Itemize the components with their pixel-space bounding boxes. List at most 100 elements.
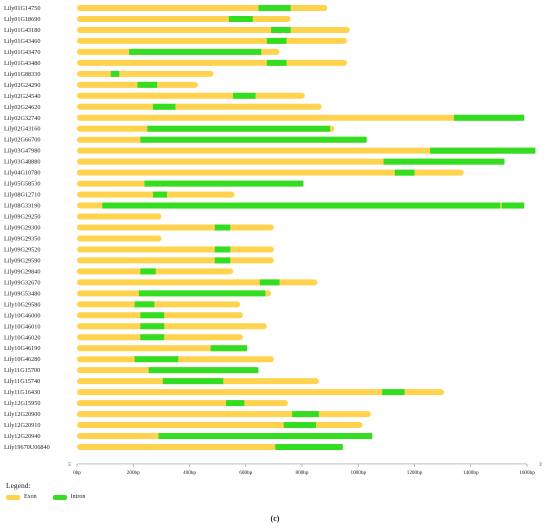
gene-label: Lily10G46190 xyxy=(4,345,40,352)
gene-row xyxy=(77,411,371,418)
tick-label: 1400bp xyxy=(463,470,479,476)
intron-segment xyxy=(147,125,331,132)
intron-segment xyxy=(148,367,259,374)
legend-items: Exon Intron xyxy=(6,494,95,500)
exon-bar xyxy=(77,246,274,253)
exon-bar xyxy=(77,279,318,286)
gene-label: Lily12G20910 xyxy=(4,422,40,429)
gene-row xyxy=(77,26,350,33)
tick-label: 800bp xyxy=(296,470,309,476)
gene-row xyxy=(77,356,274,363)
gene-label: Lily19670U06840 xyxy=(4,444,50,451)
gene-label: Lily10G29580 xyxy=(4,301,40,308)
gene-label: Lily09G29300 xyxy=(4,225,40,232)
intron-segment xyxy=(258,5,291,11)
gene-label: Lily01G43470 xyxy=(4,49,40,56)
gene-label: Lily02G32740 xyxy=(4,115,40,122)
gene-row xyxy=(77,367,259,374)
gene-label: Lily09G53480 xyxy=(4,290,40,297)
exon-bar xyxy=(77,147,536,154)
exon-bar xyxy=(77,257,274,264)
intron-segment xyxy=(233,92,256,99)
exon-bar xyxy=(77,345,248,352)
intron-segment xyxy=(292,411,319,418)
gene-label: Lily09G29520 xyxy=(4,246,40,253)
intron-segment xyxy=(134,356,179,363)
exon-bar xyxy=(77,169,464,176)
gene-label: Lily02G24290 xyxy=(4,82,40,89)
gene-label: Lily02G24620 xyxy=(4,104,40,111)
gene-row xyxy=(77,312,243,319)
gene-label: Lily11G15740 xyxy=(4,378,40,385)
gene-label: Lily09G29840 xyxy=(4,268,40,275)
legend-exon-label: Exon xyxy=(24,494,37,500)
gene-row xyxy=(77,444,343,450)
gene-label: Lily12G20940 xyxy=(4,433,40,440)
gene-row xyxy=(77,70,214,77)
gene-labels: Lily01G14750 Lily01G18690 Lily01G43180 Lily… xyxy=(4,5,50,451)
intron-segment xyxy=(210,345,248,352)
gene-label: Lily10G46000 xyxy=(4,312,40,319)
intron-segment xyxy=(226,400,245,407)
intron-segment xyxy=(266,37,287,44)
intron-segment xyxy=(144,180,304,187)
gene-row xyxy=(77,59,347,66)
gene-label: Lily01G43480 xyxy=(4,60,40,67)
intron-segment xyxy=(140,334,165,341)
exon-bar xyxy=(77,389,445,396)
x-axis-ticks: 0bp 200bp 400bp 600bp 800bp 1000bp 1200bp 1400b… xyxy=(73,463,535,476)
gene-label: Lily12G20900 xyxy=(4,411,40,418)
exon-bar xyxy=(77,70,214,77)
intron-segment xyxy=(129,48,262,55)
intron-segment xyxy=(214,257,231,264)
intron-segment xyxy=(429,147,536,154)
intron-swatch xyxy=(52,494,67,500)
intron-segment xyxy=(102,202,501,209)
gene-label: Lily01G88330 xyxy=(4,71,40,78)
exon-bar xyxy=(77,323,267,330)
gene-label: Lily01G43180 xyxy=(4,27,40,34)
exon-swatch xyxy=(6,494,20,500)
intron-segment xyxy=(134,301,155,308)
exon-bar xyxy=(77,213,162,220)
intron-segment xyxy=(140,268,156,275)
gene-row xyxy=(77,389,445,396)
gene-label: Lily09G29590 xyxy=(4,257,40,264)
legend-intron-label: Intron xyxy=(70,494,86,500)
gene-row xyxy=(77,345,248,352)
gene-row xyxy=(77,301,241,308)
gene-row xyxy=(77,48,280,55)
gene-row xyxy=(77,147,536,154)
intron-segment xyxy=(453,114,525,121)
gene-row xyxy=(77,37,347,44)
intron-segment xyxy=(138,290,266,297)
gene-row xyxy=(77,191,235,198)
intron-segment xyxy=(162,378,224,385)
gene-row xyxy=(77,268,234,275)
exon-bar xyxy=(77,37,347,44)
intron-segment xyxy=(158,433,373,440)
intron-segment xyxy=(283,422,317,429)
gene-row xyxy=(77,224,274,231)
gene-row xyxy=(77,180,304,187)
gene-label: Lily12G15950 xyxy=(4,400,40,407)
intron-segment xyxy=(140,136,367,143)
gene-bars xyxy=(77,5,536,450)
legend-item-intron: Intron xyxy=(52,494,86,500)
tick-label: 1000bp xyxy=(350,470,366,476)
gene-label: Lily09G29250 xyxy=(4,214,40,221)
exon-bar xyxy=(77,26,350,33)
tick-label: 1600bp xyxy=(519,470,535,476)
legend-title: Legend: xyxy=(6,481,31,490)
gene-row xyxy=(77,103,322,110)
intron-segment xyxy=(266,59,287,66)
intron-segment xyxy=(271,26,291,33)
gene-label: Lily10G46020 xyxy=(4,334,40,341)
tick-label: 1200bp xyxy=(407,470,423,476)
gene-label: Lily08G33190 xyxy=(4,203,40,210)
exon-bar xyxy=(77,400,288,407)
gene-label: Lily04G10780 xyxy=(4,170,40,177)
exon-bar xyxy=(77,422,363,429)
gene-label: Lily02G24540 xyxy=(4,93,40,100)
gene-label: Lily01G18690 xyxy=(4,16,40,23)
